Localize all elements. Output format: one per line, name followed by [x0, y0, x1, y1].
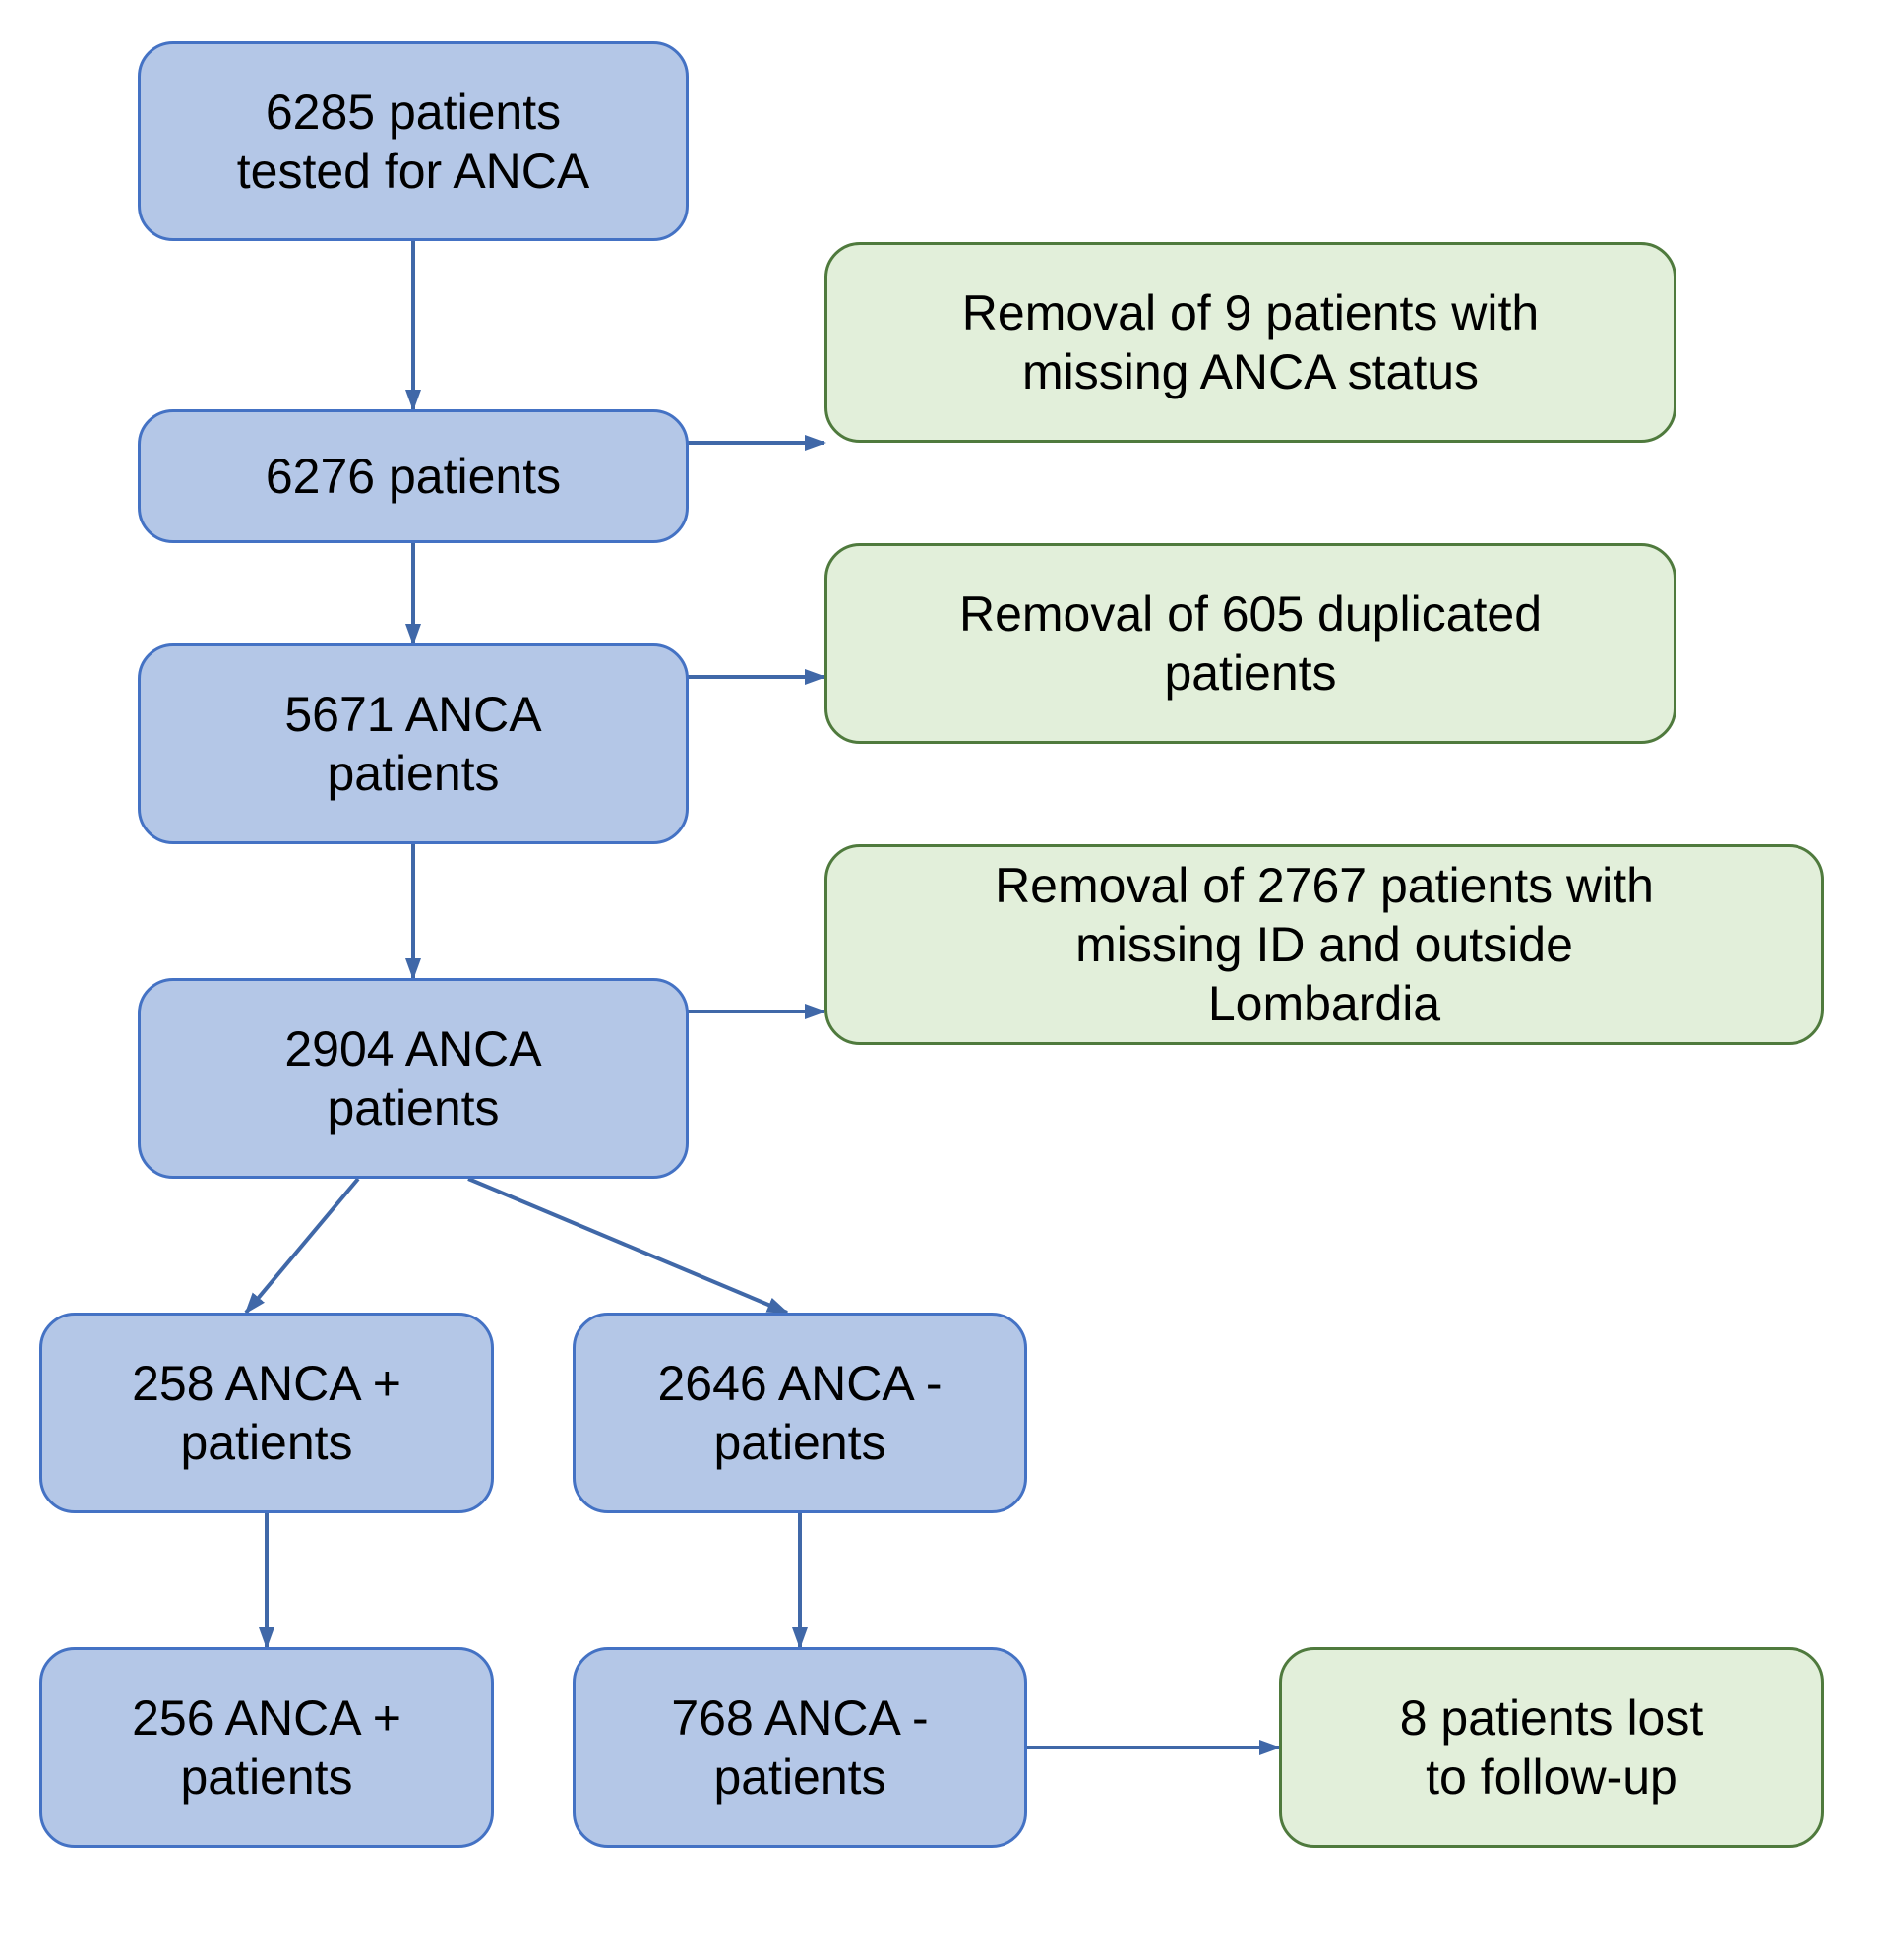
node-after-missing: 6276 patients [138, 409, 689, 543]
node-label: 256 ANCA + patients [62, 1688, 471, 1807]
node-label: Removal of 9 patients with missing ANCA … [847, 283, 1654, 401]
node-label: Removal of 605 duplicated patients [847, 584, 1654, 703]
node-anca-negative: 2646 ANCA - patients [573, 1313, 1027, 1513]
node-label: 258 ANCA + patients [62, 1354, 471, 1472]
node-label: Removal of 2767 patients with missing ID… [847, 856, 1801, 1033]
node-label: 8 patients lost to follow-up [1302, 1688, 1801, 1807]
exclusion-missing-anca: Removal of 9 patients with missing ANCA … [824, 242, 1676, 443]
node-anca-positive: 258 ANCA + patients [39, 1313, 494, 1513]
node-label: 6285 patients tested for ANCA [160, 83, 666, 201]
node-after-id-region: 2904 ANCA patients [138, 978, 689, 1179]
node-label: 768 ANCA - patients [595, 1688, 1005, 1807]
node-anca-negative-fu: 768 ANCA - patients [573, 1647, 1027, 1848]
exclusion-duplicated: Removal of 605 duplicated patients [824, 543, 1676, 744]
exclusion-lost-fu: 8 patients lost to follow-up [1279, 1647, 1824, 1848]
node-initial-tested: 6285 patients tested for ANCA [138, 41, 689, 241]
exclusion-id-region: Removal of 2767 patients with missing ID… [824, 844, 1824, 1045]
node-label: 2646 ANCA - patients [595, 1354, 1005, 1472]
node-label: 6276 patients [160, 447, 666, 506]
node-label: 5671 ANCA patients [160, 685, 666, 803]
node-label: 2904 ANCA patients [160, 1019, 666, 1137]
node-after-dupes: 5671 ANCA patients [138, 643, 689, 844]
node-anca-positive-fu: 256 ANCA + patients [39, 1647, 494, 1848]
